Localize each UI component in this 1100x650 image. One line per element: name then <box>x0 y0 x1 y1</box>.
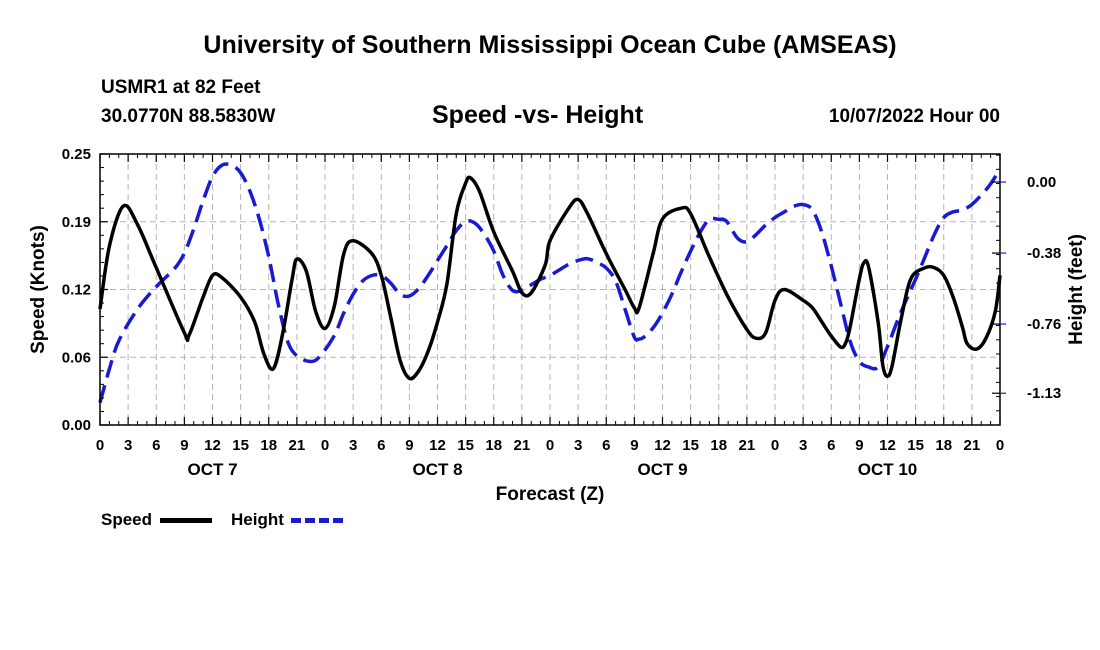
y-tick-label: 0.25 <box>62 146 91 163</box>
y2-tick-label: -0.76 <box>1027 316 1061 333</box>
chart-title: University of Southern Mississippi Ocean… <box>203 31 897 59</box>
x-tick-label: 9 <box>855 437 863 454</box>
day-label: OCT 8 <box>412 460 462 479</box>
forecast-datetime: 10/07/2022 Hour 00 <box>828 106 1000 127</box>
x-tick-label: 9 <box>405 437 413 454</box>
x-tick-label: 21 <box>514 437 531 454</box>
day-label: OCT 10 <box>858 460 918 479</box>
x-tick-label: 12 <box>654 437 671 454</box>
x-tick-label: 12 <box>879 437 896 454</box>
x-tick-label: 3 <box>124 437 132 454</box>
y2-tick-label: -1.13 <box>1027 385 1061 402</box>
x-tick-label: 3 <box>799 437 807 454</box>
x-tick-label: 21 <box>289 437 306 454</box>
y-tick-label: 0.06 <box>62 349 91 366</box>
x-tick-label: 15 <box>457 437 474 454</box>
x-tick-label: 0 <box>771 437 779 454</box>
x-tick-label: 18 <box>935 437 952 454</box>
day-label: OCT 9 <box>637 460 687 479</box>
x-tick-label: 6 <box>377 437 385 454</box>
x-axis-label: Forecast (Z) <box>496 484 605 505</box>
legend-speed-label: Speed <box>101 510 153 529</box>
y-tick-label: 0.12 <box>62 282 91 299</box>
x-tick-label: 0 <box>321 437 329 454</box>
y2-tick-label: -0.38 <box>1027 245 1061 262</box>
x-tick-label: 0 <box>546 437 554 454</box>
y-tick-label: 0.19 <box>62 214 91 231</box>
x-tick-label: 18 <box>710 437 727 454</box>
y2-axis-label: Height (feet) <box>1066 234 1087 345</box>
x-tick-label: 3 <box>349 437 357 454</box>
x-tick-label: 6 <box>602 437 610 454</box>
x-tick-label: 18 <box>260 437 277 454</box>
x-tick-label: 15 <box>232 437 249 454</box>
chart-subtitle: Speed -vs- Height <box>432 101 644 129</box>
y-axis-label: Speed (Knots) <box>28 225 49 354</box>
y2-tick-label: 0.00 <box>1027 174 1056 191</box>
height-series-line <box>98 162 1002 404</box>
x-tick-label: 3 <box>574 437 582 454</box>
x-tick-label: 6 <box>827 437 835 454</box>
legend-height-swatch <box>291 518 343 523</box>
x-tick-label: 15 <box>907 437 924 454</box>
legend-speed-swatch <box>160 518 212 523</box>
day-label: OCT 7 <box>187 460 237 479</box>
x-tick-label: 0 <box>96 437 104 454</box>
x-tick-label: 6 <box>152 437 160 454</box>
x-tick-label: 9 <box>630 437 638 454</box>
x-tick-label: 12 <box>204 437 221 454</box>
x-tick-label: 12 <box>429 437 446 454</box>
speed-series-line <box>98 175 1002 381</box>
x-tick-label: 18 <box>485 437 502 454</box>
x-tick-label: 9 <box>180 437 188 454</box>
x-tick-label: 21 <box>739 437 756 454</box>
x-tick-label: 21 <box>964 437 981 454</box>
station-label: USMR1 at 82 Feet <box>101 77 261 98</box>
legend-height-label: Height <box>231 510 284 529</box>
y-tick-label: 0.00 <box>62 417 91 434</box>
x-tick-label: 15 <box>682 437 699 454</box>
coordinates-label: 30.0770N 88.5830W <box>101 106 276 127</box>
x-tick-label: 0 <box>996 437 1004 454</box>
